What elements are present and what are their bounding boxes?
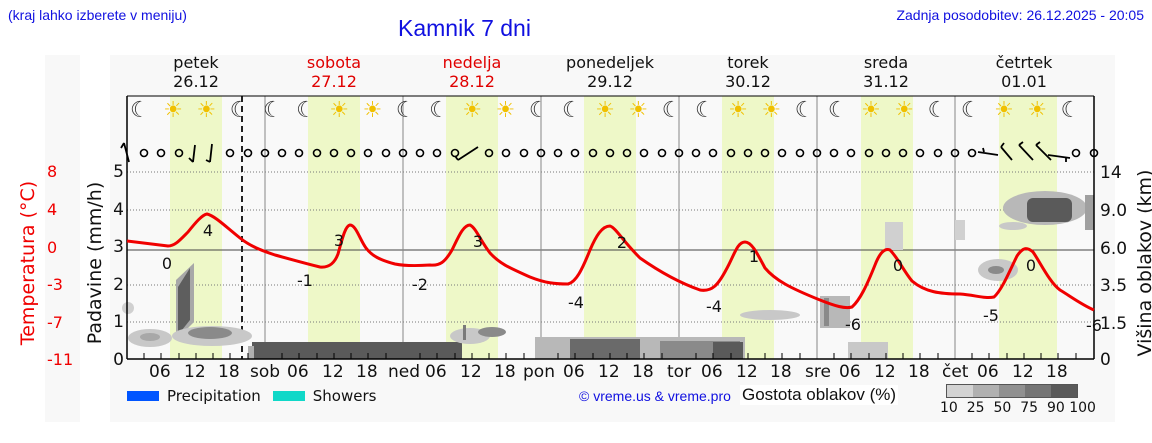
moon-fog-icon: ☾ xyxy=(296,98,316,123)
sun-fog-icon: ☀ xyxy=(728,98,748,123)
sun-fog-icon: ☀ xyxy=(595,98,616,123)
sun-fog-icon: ☀ xyxy=(861,98,881,123)
day-header: nedelja 28.12 xyxy=(442,53,502,91)
moon-fog-icon: ☾ xyxy=(661,98,682,123)
page-title: Kamnik 7 dni xyxy=(398,15,531,41)
temperature-axis-panel xyxy=(45,55,80,422)
showers-swatch xyxy=(272,391,305,401)
cloud-height-ticks: 14 9.0 6.0 3.5 1.5 0 xyxy=(1100,163,1128,370)
day-header: sobota 27.12 xyxy=(306,53,362,91)
copyright-link[interactable]: © vreme.us & vreme.pro xyxy=(579,388,731,404)
precip-axis-label: Padavine (mm/h) xyxy=(84,181,106,345)
day-headers: petek 26.12 sobota 27.12 nedelja 28.12 pone… xyxy=(127,53,1094,93)
wind-barbs xyxy=(120,141,1071,163)
day-header: četrtek 01.01 xyxy=(995,53,1053,91)
sun-fog-icon: ☀ xyxy=(329,98,350,123)
moon-cloud-icon: ☾ xyxy=(130,98,150,123)
temp-tick: 4 xyxy=(47,200,58,219)
sun-cloud-icon: ☀ xyxy=(761,98,782,123)
moon-fog-icon: ☾ xyxy=(429,98,449,123)
precip-ticks: 5 4 3 2 1 0 xyxy=(113,162,124,370)
day-header: petek 26.12 xyxy=(173,53,219,91)
day-header: sreda 31.12 xyxy=(863,53,909,91)
cloud-density-label: Gostota oblakov (%) xyxy=(740,385,899,405)
moon-cloud-icon: ☾ xyxy=(960,98,981,123)
precipitation-label: Precipitation xyxy=(167,387,261,405)
moon-fog-icon: ☾ xyxy=(562,98,582,123)
cloud-height-axis-label: Višina oblakov (km) xyxy=(1134,169,1152,357)
sun-fog-icon: ☀ xyxy=(628,98,649,123)
weather-icons-row: ☾ ☀ ☀ ☾ ☾ ☾ ☀ ☀ ☾ ☾ ☀ ☀ ☾ ☾ ☀ ☀ ☾ ☾ ☀ ☀ … xyxy=(130,98,1094,132)
precipitation-swatch xyxy=(127,391,159,401)
svg-text:-5: -5 xyxy=(983,306,999,325)
svg-text:4: 4 xyxy=(203,221,213,240)
moon-cloud-icon: ☾ xyxy=(528,98,549,123)
daylight-bands xyxy=(170,96,1057,359)
moon-cloud-icon: ☾ xyxy=(794,98,815,123)
temp-tick: -3 xyxy=(47,275,63,294)
svg-text:0: 0 xyxy=(1026,256,1036,275)
moon-fog-icon: ☾ xyxy=(262,98,283,123)
svg-text:-6: -6 xyxy=(1086,316,1102,335)
location-hint: (kraj lahko izberete v meniju) xyxy=(8,7,187,23)
cloud-density-scale xyxy=(946,384,1078,398)
sun-fog-icon: ☀ xyxy=(462,98,483,123)
last-updated: Zadnja posodobitev: 26.12.2025 - 20:05 xyxy=(896,7,1144,23)
moon-icon: ☾ xyxy=(927,98,948,123)
showers-label: Showers xyxy=(312,387,377,405)
x-axis-labels: 06 12 18 sob 06 12 18 ned 06 12 18 pon 0… xyxy=(149,362,1068,382)
svg-text:3: 3 xyxy=(334,231,344,250)
svg-text:-6: -6 xyxy=(845,315,861,334)
sun-cloud-icon: ☀ xyxy=(1027,98,1048,123)
temp-tick: -11 xyxy=(47,350,74,369)
precip-legend: Precipitation Showers xyxy=(127,387,376,405)
moon-cloud-icon: ☾ xyxy=(229,98,250,123)
sun-cloud-icon: ☀ xyxy=(163,98,183,123)
temperature-labels: 0 4 -1 3 -2 3 -4 2 -4 1 -6 0 -5 0 -6 xyxy=(162,221,1102,335)
sun-cloud-icon: ☀ xyxy=(994,98,1014,123)
moon-fog-icon: ☾ xyxy=(694,98,715,123)
svg-text:-1: -1 xyxy=(297,271,313,290)
day-header: ponedeljek 29.12 xyxy=(566,53,654,91)
svg-text:0: 0 xyxy=(162,254,172,273)
temperature-line xyxy=(126,212,1095,312)
cloud-density xyxy=(122,191,1094,359)
svg-text:3: 3 xyxy=(473,232,483,251)
temperature-axis-label: Temperatura (°C) xyxy=(17,180,39,346)
moon-fog-icon: ☾ xyxy=(395,98,416,123)
sun-fog-icon: ☀ xyxy=(362,98,383,123)
cloud-density-ticks: 10 25 50 75 90 100 xyxy=(940,400,1096,416)
sun-cloud-icon: ☀ xyxy=(894,98,915,123)
svg-text:0: 0 xyxy=(893,256,903,275)
svg-text:-2: -2 xyxy=(412,275,428,294)
sun-cloud-icon: ☀ xyxy=(495,98,516,123)
svg-text:-4: -4 xyxy=(706,297,722,316)
day-header: torek 30.12 xyxy=(725,53,771,91)
temp-tick: 0 xyxy=(47,238,58,257)
sun-cloud-icon: ☀ xyxy=(196,98,217,123)
moon-cloud-icon: ☾ xyxy=(827,98,848,123)
svg-text:-4: -4 xyxy=(568,293,584,312)
svg-text:2: 2 xyxy=(617,233,627,252)
temp-tick: 8 xyxy=(47,162,58,181)
moon-cloud-icon: ☾ xyxy=(1060,98,1081,123)
svg-text:1: 1 xyxy=(749,247,759,266)
temp-tick: -7 xyxy=(47,313,63,332)
wind-calm-markers xyxy=(139,148,1099,158)
